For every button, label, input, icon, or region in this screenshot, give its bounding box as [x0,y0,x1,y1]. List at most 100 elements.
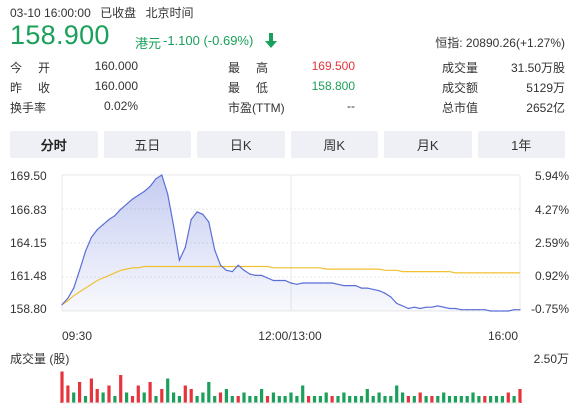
price-point [184,246,186,249]
price-point [155,178,157,180]
price-point [284,279,286,282]
stat-market-cap: 2652亿 [526,101,565,115]
tab-one-year[interactable]: 1年 [477,131,565,158]
price-point [243,269,245,271]
volume-label: 成交量 (股) [10,351,69,366]
y-tick-label: 158.80 [10,302,47,316]
stats-row: 换手率 0.02% 市盈(TTM) -- 总市值 2652亿 [10,97,565,117]
quote-status-line: 03-10 16:00:00 已收盘 北京时间 [10,4,199,21]
volume-bar [254,396,258,403]
price-point [114,215,116,217]
volume-bar [160,389,164,403]
price-change: -1.100 (-0.69%) [163,33,254,48]
price-point [460,309,462,311]
timezone-label: 北京时间 [145,6,194,20]
pct-tick-label: -0.75% [531,302,569,316]
price-point [507,310,509,312]
volume-bar [424,396,428,403]
x-tick-label: 09:30 [62,329,92,343]
tab-intraday[interactable]: 分时 [10,131,98,158]
tab-weekly-k[interactable]: 周K [290,131,378,158]
volume-bar [119,375,123,403]
volume-bar [89,378,93,403]
tab-five-day[interactable]: 五日 [103,131,191,158]
volume-bar [377,392,381,403]
index-quote[interactable]: 恒指: 20890.26(+1.27%) [435,34,565,51]
current-price: 158.900 [10,20,110,50]
stat-high: 169.500 [311,59,355,73]
price-point [202,213,204,216]
price-point [372,288,374,290]
price-point [419,307,421,310]
price-point [319,282,321,284]
price-point [308,282,310,284]
x-tick-label: 12:00/13:00 [258,329,322,343]
stat-label: 昨收 [10,81,50,95]
volume-bar [125,392,129,403]
pct-tick-label: 2.59% [535,236,569,250]
market-status: 已收盘 [100,6,137,20]
price-point [384,292,386,294]
price-point [161,174,163,176]
pct-tick-label: 0.92% [535,269,569,283]
volume-bar [66,385,70,403]
price-point [390,296,392,298]
index-label: 恒指: [435,36,463,50]
volume-bar [447,396,452,403]
volume-bar [154,396,158,403]
price-point [337,283,339,285]
volume-bar [60,371,64,403]
price-point [437,305,439,307]
price-point [102,223,104,226]
price-point [237,264,239,266]
volume-bar [389,396,393,403]
volume-bar [336,396,340,403]
volume-bar [277,396,281,403]
price-point [302,282,304,284]
y-tick-label: 161.48 [10,269,47,283]
volume-bar [189,389,193,403]
stat-label: 市盈(TTM) [228,101,285,115]
volume-bar [236,396,240,403]
volume-bar [295,396,299,403]
volume-bar [83,396,88,403]
price-point [172,225,175,227]
tab-daily-k[interactable]: 日K [197,131,285,158]
volume-bar [348,396,352,403]
volume-bar [383,396,387,403]
x-tick-label: 16:00 [488,329,518,343]
pct-tick-label: 4.27% [535,203,569,217]
price-point [249,273,251,275]
volume-bar [195,396,199,403]
tab-monthly-k[interactable]: 月K [384,131,472,158]
price-point [225,269,228,271]
volume-bar [483,396,487,403]
stat-pe: -- [347,99,355,113]
price-point [501,310,503,312]
price-point [143,190,145,193]
stat-label: 今开 [10,61,50,75]
price-point [255,274,257,277]
volume-bar [465,396,469,403]
pct-tick-label: 5.94% [535,169,569,183]
volume-bar [471,392,475,403]
price-point [448,307,451,310]
price-point [131,198,134,200]
price-point [90,236,92,238]
price-point [208,221,210,223]
price-point [454,307,457,310]
stat-label: 成交额 [442,81,479,95]
y-tick-label: 166.83 [10,203,47,217]
price-point [513,309,515,311]
price-point [108,218,110,221]
price-point [378,290,380,292]
price-point [190,218,192,221]
arrow-down-icon [265,33,277,48]
price-point [73,287,75,289]
intraday-chart[interactable]: 169.50 166.83 164.15 161.48 158.80 5.94%… [0,160,575,411]
price-point [466,309,468,311]
stats-row: 昨收 160.000 最低 158.800 成交额 5129万 [10,77,565,97]
volume-bar [371,396,375,403]
stat-low: 158.800 [311,79,355,93]
price-point [472,309,474,311]
